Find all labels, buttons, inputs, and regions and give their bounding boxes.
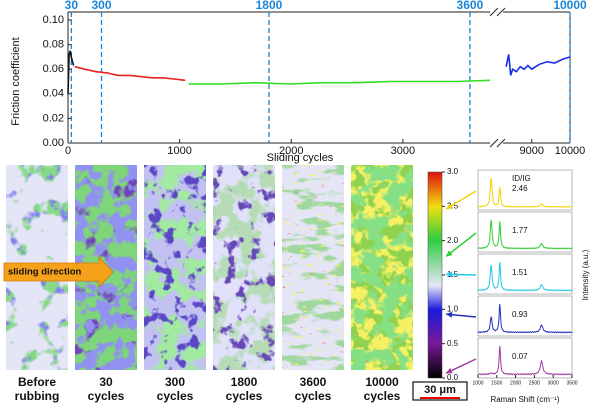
ratio-value: 1.77: [512, 226, 528, 235]
y-tick-label: 0.08: [43, 39, 64, 51]
x-tick-label: 9000: [519, 145, 543, 157]
spectrum: [477, 177, 573, 208]
map-label: rubbing: [15, 389, 60, 403]
spectrum: [477, 261, 573, 292]
marker-label: 3600: [457, 0, 484, 12]
arrow-head: [446, 250, 453, 257]
x-axis-label: Sliding cycles: [267, 152, 334, 164]
y-tick-label: 0.00: [43, 137, 64, 149]
axis-break: [496, 7, 506, 17]
map-label: 1800: [231, 375, 258, 389]
map-label: 300: [165, 375, 185, 389]
spectrum-frame: [477, 295, 573, 337]
colorbar-tick-label: 2.0: [447, 236, 459, 245]
spectrum: [477, 219, 573, 250]
friction-line: [505, 54, 571, 76]
scale-label: 30 μm: [424, 384, 456, 396]
spectrum: [477, 345, 573, 376]
ratio-value: 1.51: [512, 268, 528, 277]
map-label: 3600: [300, 375, 327, 389]
marker-label: 1800: [256, 0, 283, 12]
ratio-value: 0.93: [512, 310, 528, 319]
spectrum-frame: [477, 337, 573, 379]
x-tick-label: 1500: [491, 380, 502, 386]
colorbar-tick-label: 0.5: [447, 339, 459, 348]
direction-label: sliding direction: [8, 267, 82, 278]
colorbar-tick-label: 0.0: [447, 373, 459, 382]
map-label: 30: [99, 375, 113, 389]
x-tick-label: 3000: [391, 145, 415, 157]
x-tick-label: 3000: [548, 380, 559, 386]
ratio-value: 2.46: [512, 184, 528, 193]
marker-label: 300: [91, 0, 111, 12]
map-label: cycles: [88, 389, 125, 403]
map-texture: [351, 165, 413, 370]
map-label: cycles: [226, 389, 263, 403]
y-tick-label: 0.04: [43, 88, 64, 100]
x-axis-label: Raman Shift (cm⁻¹): [490, 395, 559, 404]
y-axis-label: Intensity (a.u.): [581, 249, 590, 300]
map-label: cycles: [157, 389, 194, 403]
x-tick-label: 2500: [529, 380, 540, 386]
y-tick-label: 0.02: [43, 112, 64, 124]
map-label: cycles: [364, 389, 401, 403]
ratio-label: ID/IG: [512, 174, 531, 183]
y-tick-label: 0.10: [43, 14, 64, 26]
spectrum: [477, 303, 573, 334]
map-label: Before: [18, 375, 56, 389]
arrow-head: [446, 311, 453, 318]
map-texture: [282, 165, 344, 370]
marker-label: 30: [65, 0, 79, 12]
x-tick-label: 2000: [279, 145, 303, 157]
x-tick-label: 10000: [555, 145, 586, 157]
axis-break: [496, 138, 506, 148]
ratio-arrow: [445, 232, 477, 258]
x-tick-label: 1000: [167, 145, 191, 157]
colorbar-tick-label: 3.0: [447, 167, 459, 176]
map-label: cycles: [295, 389, 332, 403]
friction-line: [67, 50, 75, 94]
y-axis-label: Friction coefficient: [10, 37, 22, 125]
ratio-value: 0.07: [512, 352, 528, 361]
y-tick-label: 0.06: [43, 63, 64, 75]
colorbar-tick-label: 2.5: [447, 201, 459, 210]
axis-break: [489, 138, 499, 148]
spectrum-frame: [477, 253, 573, 295]
map-label: 10000: [365, 375, 399, 389]
friction-line: [74, 65, 186, 82]
arrow-head: [445, 203, 453, 210]
spectrum-frame: [477, 169, 573, 211]
x-tick-label: 3500: [566, 380, 577, 386]
scale-box: [412, 381, 468, 401]
marker-label: 10000: [553, 0, 587, 12]
map-texture: [213, 165, 275, 370]
arrow-head: [446, 271, 453, 278]
colorbar-tick-label: 1.0: [447, 304, 459, 313]
spectrum-frame: [477, 211, 573, 253]
direction-arrow: [3, 255, 114, 289]
map-texture: [144, 165, 206, 370]
friction-line: [188, 79, 491, 85]
colorbar: [427, 171, 443, 379]
x-tick-label: 2000: [510, 380, 521, 386]
axis-break: [489, 7, 499, 17]
arrow-head: [445, 367, 453, 374]
x-tick-label: 0: [65, 145, 71, 157]
x-tick-label: 1000: [472, 380, 483, 386]
